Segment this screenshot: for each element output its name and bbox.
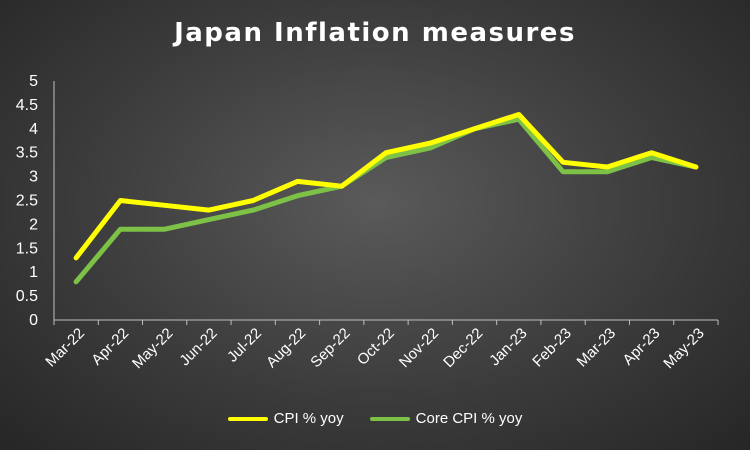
x-tick-label: Jun-22 — [176, 325, 220, 369]
x-tick-label: Nov-22 — [396, 325, 442, 371]
x-tick-label: Jan-23 — [486, 325, 530, 369]
legend-item-cpi: CPI % yoy — [227, 410, 344, 427]
x-tick-label: Aug-22 — [263, 325, 309, 371]
legend-swatch-cpi — [227, 416, 268, 421]
series-line-core-cpi — [73, 116, 699, 285]
y-tick-label: 3 — [29, 169, 38, 186]
x-tick-label: Oct-22 — [354, 325, 398, 369]
y-tick-labels: 0 0.5 1 1.5 2 2.5 3 3.5 4 4.5 5 — [16, 73, 38, 329]
x-tick-label: May-22 — [129, 325, 176, 372]
series-lines — [73, 112, 699, 285]
x-tick-label: Mar-22 — [42, 325, 88, 371]
y-tick-label: 0.5 — [16, 288, 38, 305]
x-tick-label: Jul-22 — [224, 325, 265, 366]
x-tick-label: Apr-22 — [88, 325, 132, 369]
x-tick-marks — [53, 320, 719, 325]
series-line-cpi — [73, 112, 699, 261]
x-tick-label: Dec-22 — [440, 325, 486, 371]
y-tick-label: 2.5 — [16, 193, 38, 210]
y-tick-label: 1.5 — [16, 240, 38, 257]
legend-item-core-cpi: Core CPI % yoy — [369, 410, 523, 427]
y-tick-label: 4.5 — [16, 97, 38, 114]
legend-label-cpi: CPI % yoy — [273, 410, 344, 427]
legend-swatch-core-cpi — [369, 416, 410, 421]
x-tick-label: Sep-22 — [307, 325, 353, 371]
x-tick-label: Mar-23 — [574, 325, 620, 371]
y-tick-label: 4 — [29, 121, 38, 138]
y-tick-label: 0 — [29, 312, 38, 329]
x-tick-label: Feb-23 — [529, 325, 575, 371]
chart-title: Japan Inflation measures — [174, 18, 576, 48]
y-tick-label: 3.5 — [16, 145, 38, 162]
x-tick-label: May-23 — [660, 325, 707, 372]
y-tick-label: 1 — [29, 264, 38, 281]
y-tick-label: 5 — [29, 73, 38, 90]
legend: CPI % yoy Core CPI % yoy — [0, 410, 750, 427]
x-tick-label: Apr-23 — [620, 325, 664, 369]
legend-label-core-cpi: Core CPI % yoy — [415, 410, 523, 427]
y-tick-label: 2 — [29, 216, 38, 233]
